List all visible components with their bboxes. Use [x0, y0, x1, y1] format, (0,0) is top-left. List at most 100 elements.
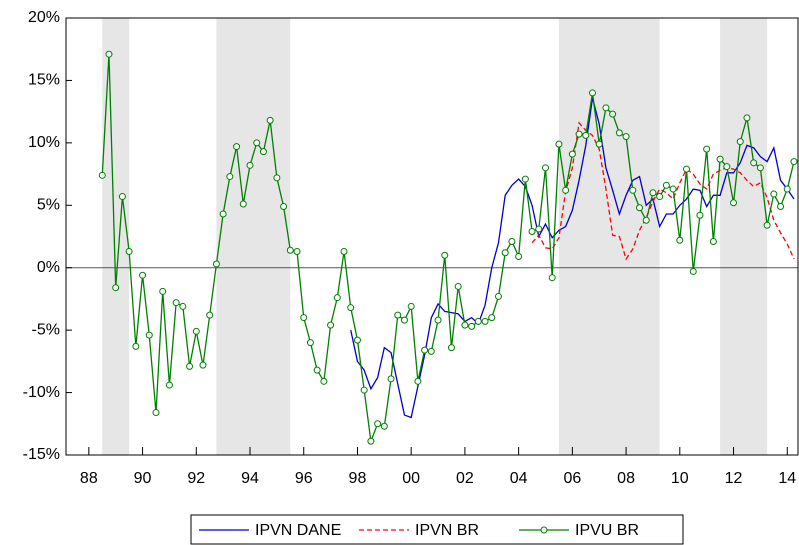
- series-marker: [582, 131, 590, 139]
- x-tick-label: 08: [617, 470, 635, 487]
- series-marker: [159, 287, 167, 295]
- plot-frame: [65, 17, 799, 456]
- x-tick-label: 90: [134, 470, 152, 487]
- series-marker: [380, 422, 388, 430]
- series-marker: [145, 331, 153, 339]
- series-marker: [387, 375, 395, 383]
- series-marker: [246, 161, 254, 169]
- series-marker: [568, 150, 576, 158]
- series-marker: [441, 251, 449, 259]
- x-tick-label: 92: [187, 470, 205, 487]
- series-marker: [186, 362, 194, 370]
- series-marker: [239, 200, 247, 208]
- x-tick-label: 96: [295, 470, 313, 487]
- series-marker: [152, 409, 160, 417]
- series-marker: [575, 130, 583, 138]
- series-marker: [629, 186, 637, 194]
- y-tick-label: -10%: [23, 384, 60, 401]
- x-tick-label: 88: [80, 470, 98, 487]
- series-marker: [649, 189, 657, 197]
- series-marker: [709, 237, 717, 245]
- series-marker: [212, 260, 220, 268]
- series-marker: [676, 236, 684, 244]
- series-marker: [669, 185, 677, 193]
- series-marker: [636, 204, 644, 212]
- y-tick-label: 10%: [28, 134, 60, 151]
- series-marker: [662, 181, 670, 189]
- series-marker: [656, 193, 664, 201]
- series-marker: [756, 164, 764, 172]
- series-marker: [589, 89, 597, 97]
- series-marker: [562, 186, 570, 194]
- series-marker: [609, 110, 617, 118]
- series-marker: [353, 336, 361, 344]
- series-marker: [689, 267, 697, 275]
- series-marker: [394, 311, 402, 319]
- legend: IPVN DANE IPVN BR IPVU BR: [190, 514, 684, 545]
- series-marker: [488, 314, 496, 322]
- series-marker: [642, 216, 650, 224]
- series-marker: [555, 140, 563, 148]
- series-marker: [548, 274, 556, 282]
- series-marker: [595, 140, 603, 148]
- series-marker: [468, 322, 476, 330]
- series-marker: [743, 114, 751, 122]
- series-marker: [615, 129, 623, 137]
- shaded-period: [102, 18, 130, 455]
- series-marker: [541, 164, 549, 172]
- series-marker: [696, 211, 704, 219]
- series-marker: [763, 221, 771, 229]
- series-marker: [266, 116, 274, 124]
- series-marker: [508, 237, 516, 245]
- y-tick-label: 0%: [37, 259, 60, 276]
- series-marker: [716, 155, 724, 163]
- series-marker: [105, 50, 113, 58]
- series-marker: [98, 171, 106, 179]
- series-marker: [286, 246, 294, 254]
- legend-label: IPVN DANE: [255, 522, 341, 539]
- series-marker: [454, 282, 462, 290]
- series-marker: [770, 190, 778, 198]
- series-marker: [273, 174, 281, 182]
- series-marker: [199, 361, 207, 369]
- series-line: [101, 54, 795, 442]
- series-marker: [253, 139, 261, 147]
- y-tick-label: -5%: [32, 321, 60, 338]
- series-marker: [427, 347, 435, 355]
- series-marker: [750, 159, 758, 167]
- series-marker: [333, 294, 341, 302]
- series-marker: [112, 284, 120, 292]
- series-marker: [622, 133, 630, 141]
- x-tick-label: 04: [510, 470, 528, 487]
- x-tick-label: 94: [241, 470, 259, 487]
- series-marker: [447, 344, 455, 352]
- series-marker: [226, 173, 234, 181]
- series-marker: [165, 381, 173, 389]
- series-marker: [730, 199, 738, 207]
- series-marker: [501, 249, 509, 257]
- series-marker: [219, 210, 227, 218]
- x-tick-label: 06: [563, 470, 581, 487]
- series-marker: [340, 247, 348, 255]
- series-marker: [132, 342, 140, 350]
- series-marker: [494, 292, 502, 300]
- series-marker: [293, 247, 301, 255]
- y-tick-label: -15%: [23, 446, 60, 463]
- series-marker: [723, 163, 731, 171]
- series-marker: [783, 185, 791, 193]
- series-marker: [306, 339, 314, 347]
- series-marker: [139, 271, 147, 279]
- x-tick-label: 10: [671, 470, 689, 487]
- series-marker: [461, 321, 469, 329]
- series-marker: [407, 302, 415, 310]
- series-marker: [374, 420, 382, 428]
- series-marker: [535, 225, 543, 233]
- shaded-period: [558, 18, 660, 455]
- x-tick-label: 02: [456, 470, 474, 487]
- series-line: [350, 97, 795, 419]
- series-marker: [327, 321, 335, 329]
- legend-box: [190, 514, 684, 545]
- series-marker: [233, 143, 241, 151]
- series-marker: [172, 299, 180, 307]
- x-tick-label: 98: [349, 470, 367, 487]
